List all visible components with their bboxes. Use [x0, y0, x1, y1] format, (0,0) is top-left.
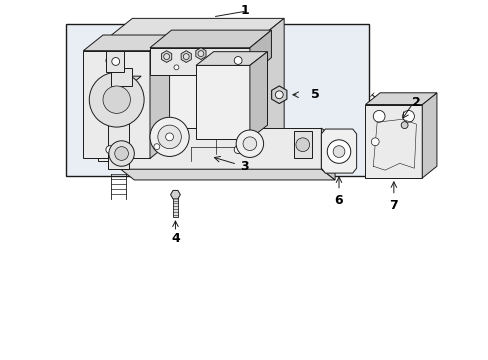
- Polygon shape: [108, 76, 141, 86]
- Circle shape: [154, 144, 160, 150]
- Polygon shape: [195, 48, 205, 59]
- Circle shape: [165, 133, 173, 141]
- Circle shape: [109, 141, 134, 166]
- Circle shape: [183, 54, 189, 59]
- Circle shape: [163, 54, 169, 59]
- Bar: [173, 195, 178, 217]
- Bar: [150, 48, 249, 75]
- Circle shape: [402, 111, 413, 122]
- Text: 4: 4: [171, 232, 180, 245]
- Polygon shape: [249, 18, 284, 161]
- Circle shape: [295, 138, 309, 152]
- Polygon shape: [161, 51, 171, 62]
- Polygon shape: [421, 93, 436, 178]
- Circle shape: [115, 147, 128, 160]
- Polygon shape: [170, 190, 180, 199]
- Text: 3: 3: [240, 160, 249, 173]
- Text: 1: 1: [240, 4, 249, 17]
- Polygon shape: [271, 86, 286, 104]
- Polygon shape: [321, 129, 356, 173]
- Circle shape: [332, 146, 344, 157]
- Text: 2: 2: [411, 96, 420, 109]
- Circle shape: [89, 72, 144, 127]
- Circle shape: [236, 130, 263, 157]
- Bar: [108, 86, 129, 169]
- Bar: [98, 46, 249, 161]
- Text: 6: 6: [334, 194, 343, 207]
- Circle shape: [370, 138, 378, 146]
- Bar: [65, 24, 368, 176]
- Circle shape: [198, 51, 203, 57]
- Bar: [111, 68, 132, 86]
- Polygon shape: [321, 128, 334, 180]
- Polygon shape: [126, 88, 142, 128]
- Circle shape: [234, 57, 242, 64]
- Polygon shape: [98, 18, 284, 46]
- Circle shape: [400, 122, 407, 129]
- Circle shape: [112, 58, 120, 66]
- Polygon shape: [196, 52, 267, 66]
- Circle shape: [106, 57, 114, 64]
- Polygon shape: [249, 30, 271, 75]
- Polygon shape: [150, 30, 271, 48]
- Circle shape: [103, 86, 130, 113]
- Text: 7: 7: [388, 199, 397, 212]
- Polygon shape: [83, 35, 169, 51]
- Bar: [83, 51, 150, 158]
- Circle shape: [234, 146, 242, 153]
- Polygon shape: [249, 52, 267, 139]
- Circle shape: [372, 111, 384, 122]
- Circle shape: [174, 65, 179, 70]
- Circle shape: [158, 125, 181, 149]
- Bar: [106, 51, 123, 72]
- Bar: [196, 66, 249, 139]
- Circle shape: [150, 117, 189, 157]
- Polygon shape: [181, 51, 191, 62]
- Circle shape: [106, 146, 114, 153]
- Circle shape: [326, 140, 350, 163]
- Text: 5: 5: [310, 88, 319, 101]
- Polygon shape: [121, 128, 321, 169]
- Circle shape: [275, 91, 283, 99]
- Circle shape: [170, 139, 176, 145]
- Polygon shape: [365, 93, 436, 104]
- Polygon shape: [121, 169, 334, 180]
- Polygon shape: [150, 35, 169, 158]
- Bar: [365, 104, 421, 178]
- Bar: [293, 131, 311, 158]
- Circle shape: [243, 137, 256, 150]
